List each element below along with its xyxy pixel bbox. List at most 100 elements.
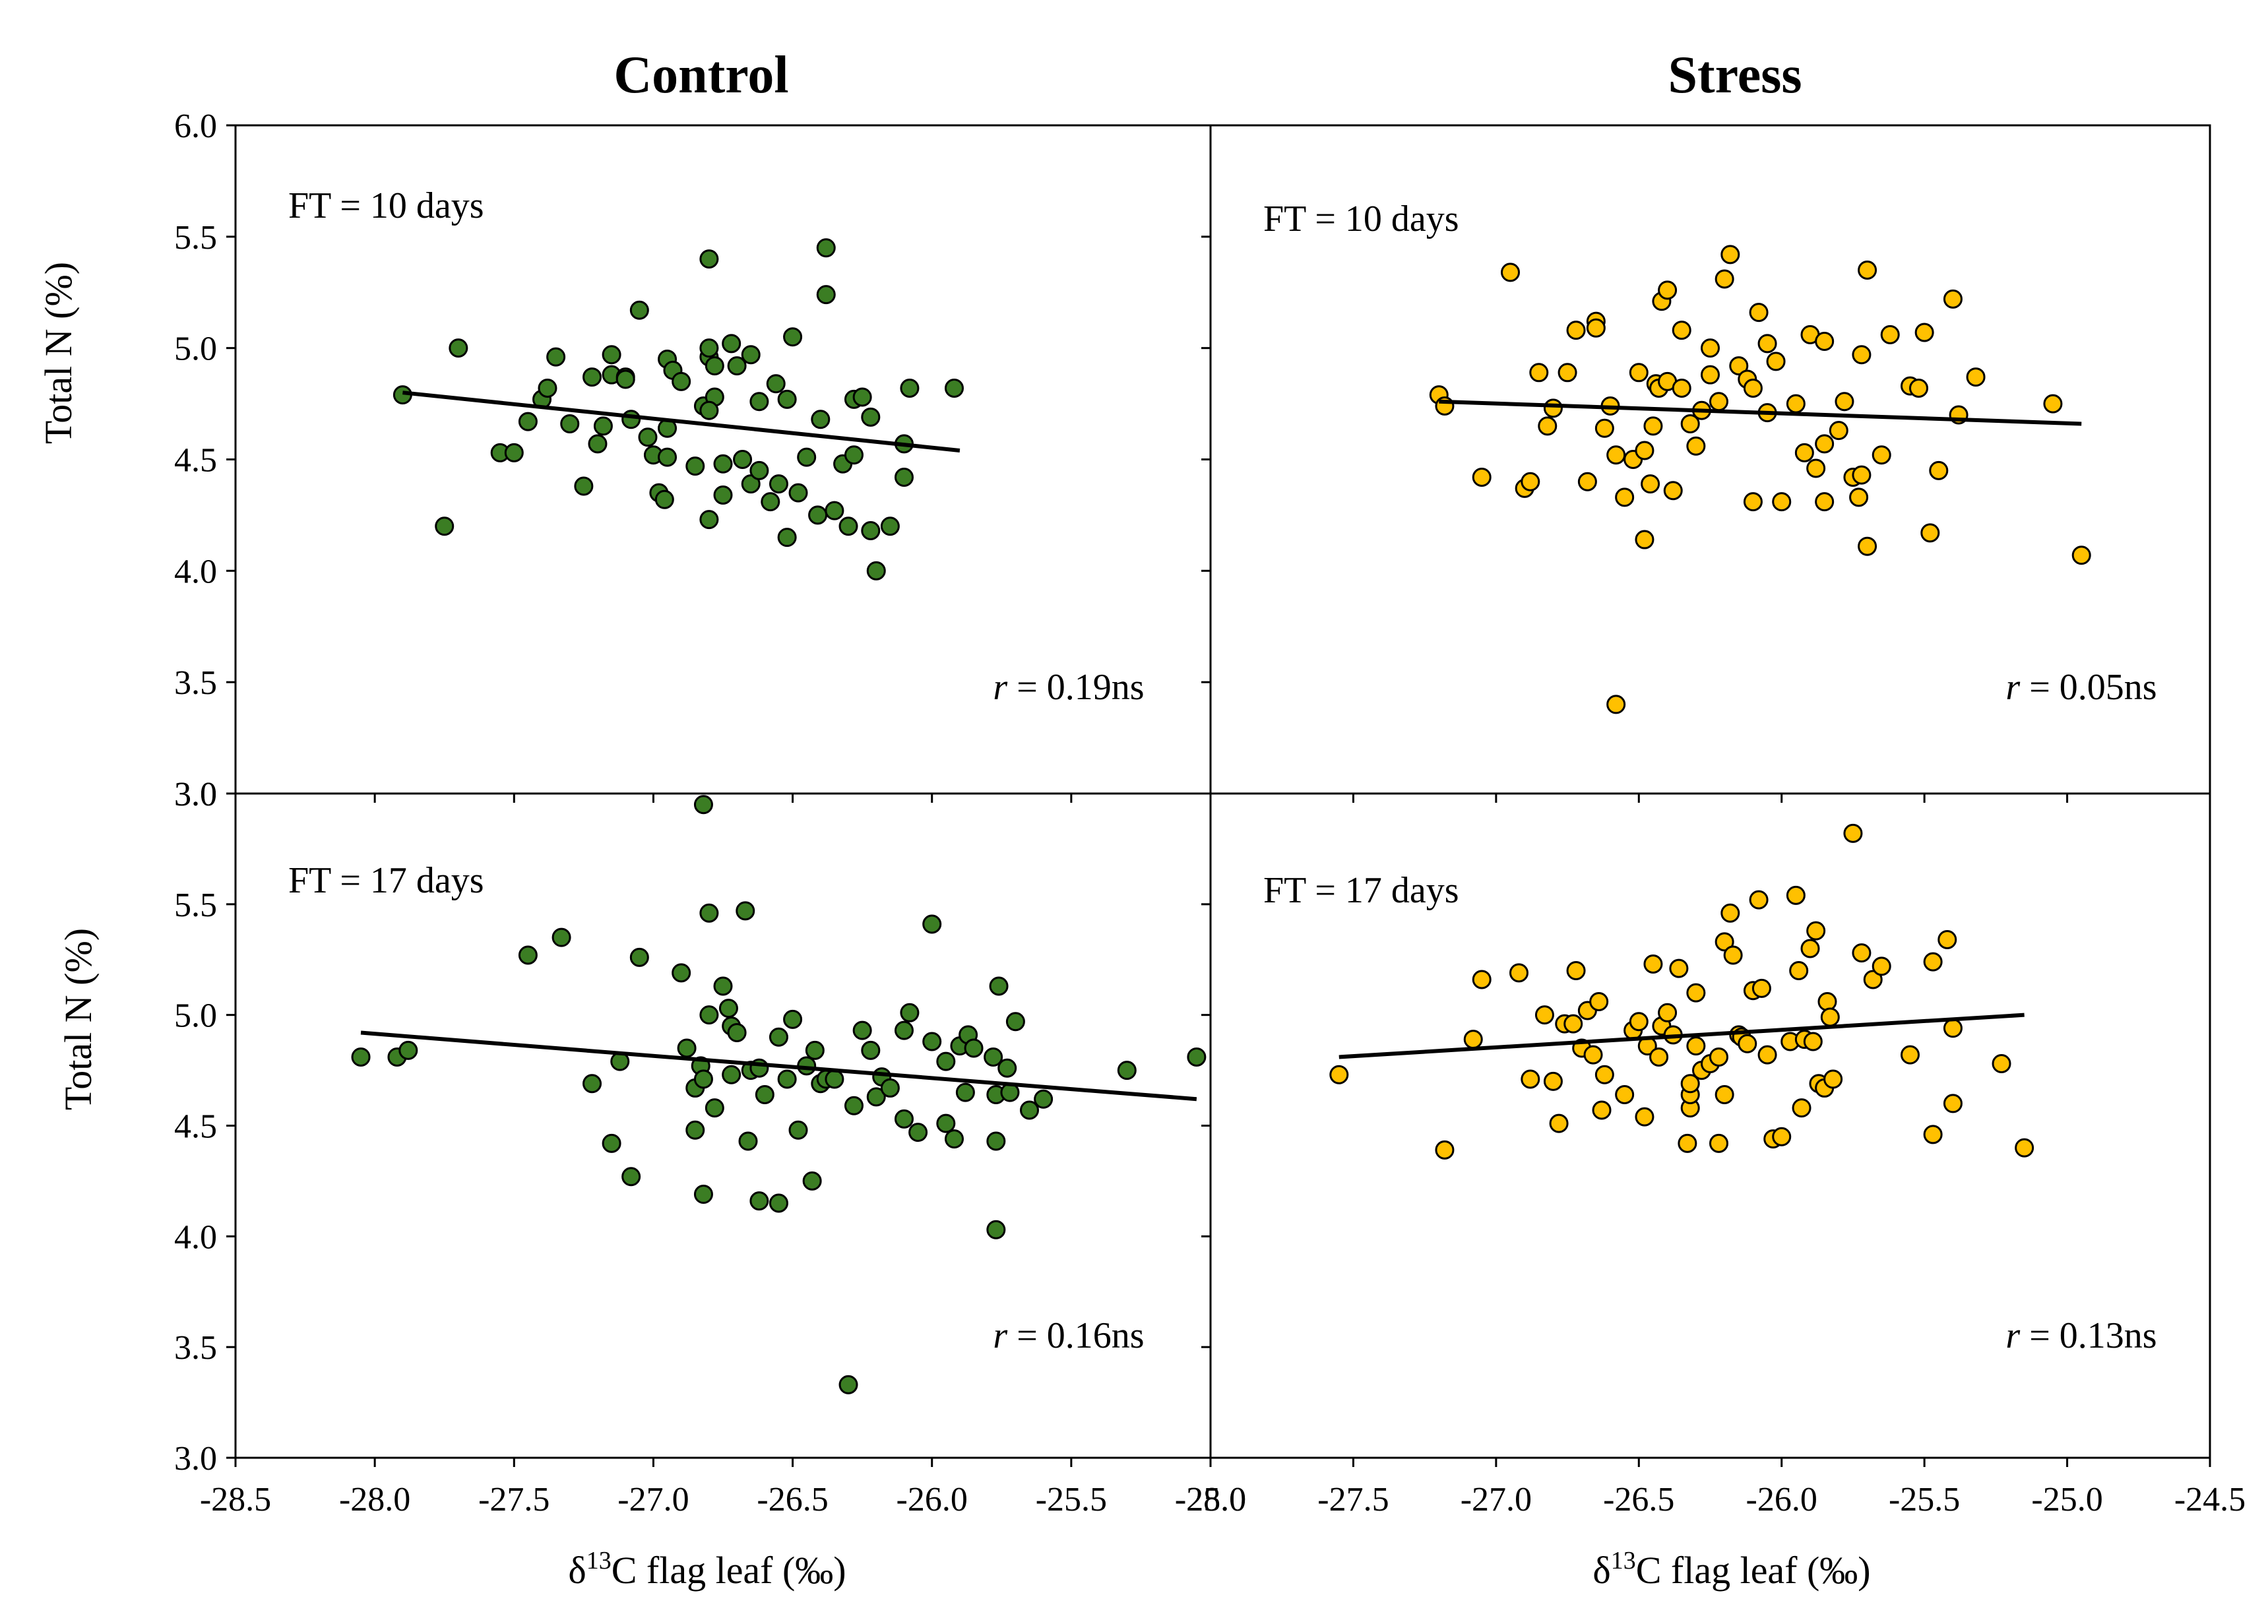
data-point: [1472, 970, 1492, 989]
data-point: [936, 1051, 956, 1071]
x-tick-label: -26.0: [1746, 1481, 1817, 1518]
data-point: [583, 367, 602, 387]
r-value: = 0.19ns: [1007, 667, 1144, 708]
data-point: [844, 1096, 864, 1115]
panel-control-ft17: 3.03.54.04.55.05.53.0-28.5 -28.0 -27.5 -27.…: [174, 776, 1246, 1518]
x-tick-label: -25.0: [1175, 1481, 1246, 1518]
data-point: [1815, 492, 1835, 512]
data-point: [672, 963, 691, 983]
panel-control-ft10: 3.0 3.5 4.0 4.5 5.0 5.5 6.0 FT = 10 days r = 0.1…: [174, 108, 1212, 813]
data-point: [736, 901, 755, 921]
trend-line: [360, 1030, 1197, 1102]
data-point: [1743, 378, 1763, 398]
r-value: = 0.13ns: [2020, 1315, 2157, 1356]
data-point: [621, 1167, 641, 1187]
r-symbol: r: [2005, 1315, 2020, 1356]
data-point: [1872, 445, 1891, 465]
data-point: [518, 945, 538, 965]
data-point: [685, 456, 705, 476]
data-point: [825, 501, 844, 520]
r-symbol: r: [993, 1315, 1007, 1356]
x-tick-label: -26.5: [1603, 1481, 1674, 1518]
data-point: [1594, 418, 1614, 438]
data-point: [1738, 1034, 1757, 1053]
data-point: [1858, 536, 1877, 556]
data-point: [894, 468, 914, 487]
data-point: [1715, 932, 1734, 952]
y-axis-label-top: Total N (%): [37, 262, 80, 444]
data-point: [741, 474, 761, 494]
data-point: [699, 903, 719, 923]
x-tick-label: -27.5: [478, 1481, 550, 1518]
y-tick-label: 3.5: [174, 1329, 217, 1367]
column-title-control: Control: [614, 46, 788, 104]
data-point: [1583, 1045, 1603, 1065]
data-point: [693, 1185, 713, 1204]
data-point: [1629, 1012, 1649, 1032]
data-point: [1686, 436, 1706, 456]
data-point: [866, 561, 886, 580]
x-axis-label-control: δ13C flag leaf (‰): [568, 1547, 846, 1592]
data-point: [1606, 695, 1626, 714]
data-point: [1658, 1003, 1678, 1022]
x-tick-label: -27.5: [1317, 1481, 1389, 1518]
y-tick-label: 5.5: [174, 219, 217, 257]
x-tick-label: -28.5: [200, 1481, 271, 1518]
data-point: [838, 1375, 858, 1394]
data-point: [844, 445, 864, 465]
data-point: [777, 528, 797, 547]
data-point: [986, 1131, 1006, 1151]
panel-stress-ft10: FT = 10 days r = 0.05ns: [1201, 124, 2211, 803]
data-point: [699, 249, 719, 269]
data-point: [1852, 465, 1872, 485]
data-point: [1678, 1133, 1697, 1153]
x-tick-label: -27.0: [617, 1481, 689, 1518]
data-point: [629, 300, 649, 320]
data-point: [1815, 332, 1835, 352]
data-point: [1643, 954, 1663, 974]
data-point: [2043, 394, 2063, 414]
data-point: [1709, 1047, 1728, 1067]
data-point: [1729, 356, 1749, 376]
y-tick-label: 6.0: [174, 108, 217, 145]
data-point: [1709, 392, 1728, 412]
data-point: [1549, 1113, 1569, 1133]
data-point: [984, 1047, 1003, 1067]
data-point: [1858, 260, 1877, 280]
data-point: [1908, 378, 1928, 398]
data-point: [749, 392, 769, 412]
data-point: [699, 510, 719, 530]
data-point: [997, 1058, 1017, 1078]
data-point: [908, 1123, 928, 1142]
data-point: [769, 474, 788, 494]
data-point: [880, 516, 900, 536]
data-point: [1806, 921, 1826, 941]
data-point: [629, 947, 649, 967]
data-point: [1992, 1054, 2011, 1074]
data-point: [1720, 903, 1740, 923]
data-point: [718, 999, 738, 1018]
x-tick-label: -25.5: [1036, 1481, 1107, 1518]
x-tick-label: -28.0: [339, 1481, 410, 1518]
data-point: [825, 1069, 844, 1089]
data-point: [1920, 523, 1940, 543]
data-point: [713, 454, 733, 474]
data-point: [852, 387, 872, 407]
data-point: [1020, 1100, 1040, 1120]
data-point: [615, 369, 635, 389]
data-point: [986, 1220, 1006, 1239]
data-point: [1849, 487, 1869, 507]
y-tick-label: 4.0: [174, 553, 217, 590]
data-point: [722, 334, 741, 354]
data-point: [1772, 1127, 1792, 1146]
data-point: [1923, 952, 1943, 972]
data-point: [1923, 1125, 1943, 1144]
r-value: = 0.16ns: [1007, 1315, 1144, 1356]
data-point: [351, 1047, 371, 1067]
data-point: [1509, 963, 1528, 983]
data-point: [449, 338, 468, 358]
trend-line: [1439, 399, 2082, 426]
data-point: [964, 1038, 984, 1058]
data-point: [802, 1171, 822, 1191]
y-tick-label: 4.5: [174, 1108, 217, 1146]
